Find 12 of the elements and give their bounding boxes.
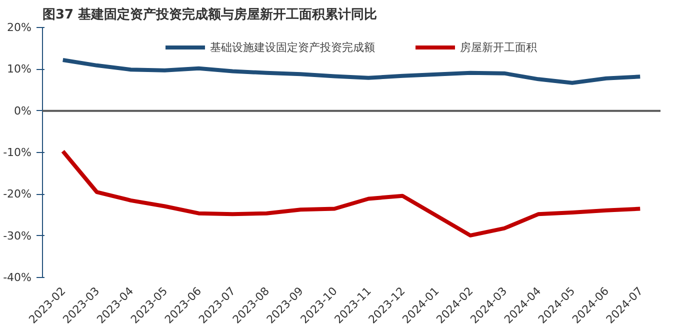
line-series	[60, 58, 642, 85]
y-tick-label: -10%	[3, 146, 32, 159]
y-tick-label: -30%	[3, 229, 32, 242]
y-tick-label: 20%	[7, 21, 32, 34]
y-tick-label: 10%	[7, 62, 32, 76]
legend-label: 基础设施建设固定资产投资完成额	[210, 40, 375, 54]
chart-title: 图37 基建固定资产投资完成额与房屋新开工面积累计同比	[42, 6, 378, 22]
y-tick-label: -40%	[3, 271, 32, 284]
line-series	[60, 149, 642, 238]
y-tick-label: 0%	[14, 104, 32, 118]
y-tick-label: -20%	[3, 188, 32, 201]
legend-label: 房屋新开工面积	[460, 40, 537, 54]
